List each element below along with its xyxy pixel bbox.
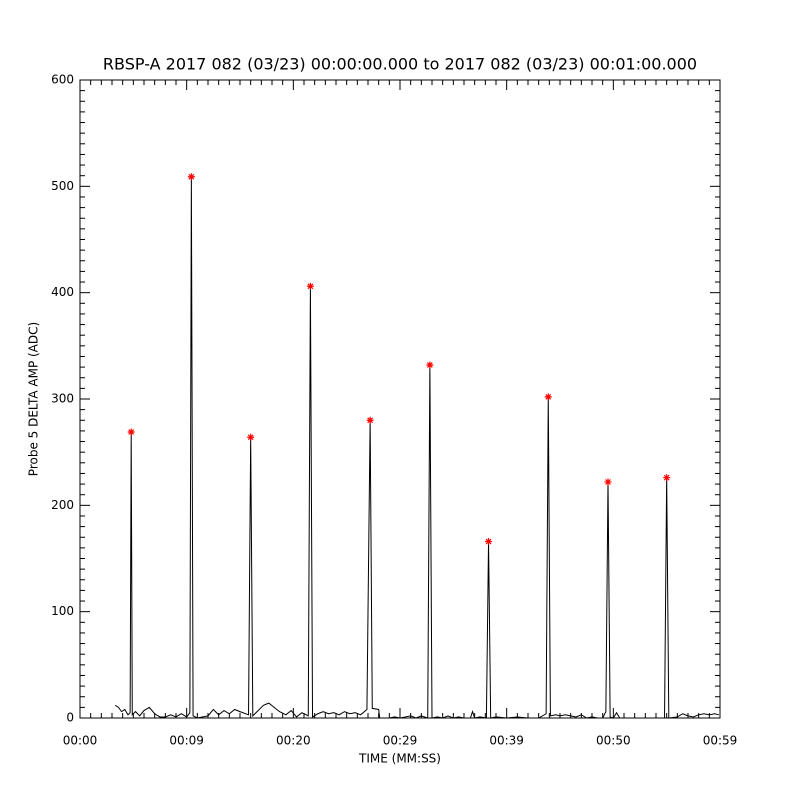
- y-axis-label: Probe 5 DELTA AMP (ADC): [27, 322, 41, 476]
- x-tick-label: 00:29: [383, 734, 418, 748]
- x-tick-label: 00:59: [703, 734, 738, 748]
- peak-marker: [426, 361, 434, 369]
- x-tick-label: 00:39: [489, 734, 524, 748]
- x-tick-label: 00:09: [169, 734, 204, 748]
- peak-marker: [187, 173, 195, 181]
- y-tick-label: 300: [51, 392, 74, 406]
- peak-marker: [127, 428, 135, 436]
- x-tick-label: 00:20: [276, 734, 311, 748]
- y-tick-label: 400: [51, 285, 74, 299]
- y-tick-label: 600: [51, 73, 74, 87]
- plot-frame: [79, 79, 721, 719]
- peak-marker: [663, 474, 671, 482]
- x-axis-label: TIME (MM:SS): [358, 752, 441, 766]
- peak-marker: [247, 433, 255, 441]
- peak-marker: [306, 282, 314, 290]
- y-tick-label: 500: [51, 179, 74, 193]
- data-line: [114, 176, 720, 719]
- peak-marker: [544, 393, 552, 401]
- chart-title: RBSP-A 2017 082 (03/23) 00:00:00.000 to …: [103, 55, 697, 74]
- x-tick-label: 00:50: [596, 734, 631, 748]
- y-tick-label: 200: [51, 498, 74, 512]
- y-tick-label: 0: [66, 711, 74, 725]
- y-tick-label: 100: [51, 604, 74, 618]
- peak-marker: [366, 416, 374, 424]
- x-tick-label: 00:00: [63, 734, 98, 748]
- peak-marker: [485, 537, 493, 545]
- peak-marker: [604, 478, 612, 486]
